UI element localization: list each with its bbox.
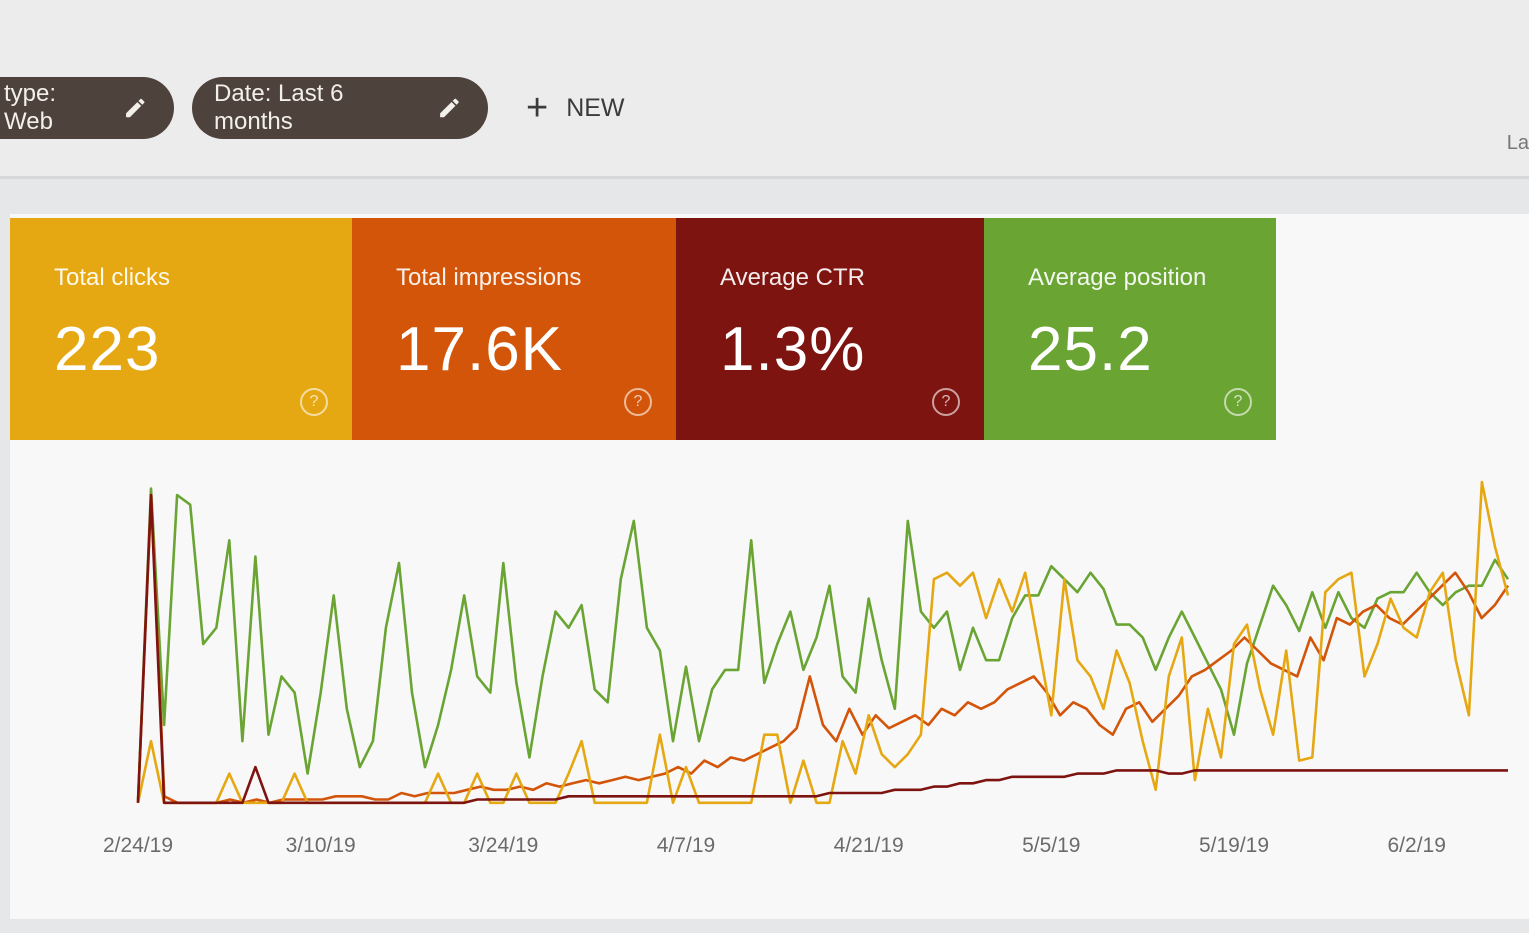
metric-card-average-ctr[interactable]: Average CTR 1.3% ?	[676, 218, 984, 440]
metric-label: Total impressions	[396, 264, 582, 291]
x-tick-label: 4/7/19	[657, 834, 715, 857]
new-filter-label: NEW	[566, 93, 625, 122]
edit-pencil-icon[interactable]	[123, 95, 148, 121]
filter-bar: type: Web Date: Last 6 months + NEW	[0, 72, 625, 144]
metric-card-average-position[interactable]: Average position 25.2 ?	[984, 218, 1276, 440]
series-line-total-impressions	[136, 493, 1510, 805]
filter-chip-label: type: Web	[4, 80, 57, 135]
filter-chip-date[interactable]: Date: Last 6 months	[192, 77, 488, 139]
edit-pencil-icon[interactable]	[437, 95, 462, 121]
x-tick-label: 5/5/19	[1022, 834, 1080, 857]
metric-label: Average CTR	[720, 264, 865, 291]
truncated-header-text: La	[1506, 132, 1529, 154]
x-tick-label: 5/19/19	[1199, 834, 1269, 857]
x-tick-label: 2/24/19	[103, 834, 173, 857]
metric-cards: Total clicks 223 ? Total impressions 17.…	[10, 218, 1276, 440]
series-line-total-clicks	[136, 480, 1510, 805]
help-icon[interactable]: ?	[300, 388, 328, 416]
new-filter-button[interactable]: + NEW	[526, 89, 625, 127]
help-icon[interactable]: ?	[932, 388, 960, 416]
metric-label: Average position	[1028, 264, 1207, 291]
metric-card-total-impressions[interactable]: Total impressions 17.6K ?	[352, 218, 676, 440]
metric-card-total-clicks[interactable]: Total clicks 223 ?	[10, 218, 352, 440]
series-line-average-ctr	[136, 493, 1508, 805]
x-tick-label: 3/10/19	[286, 834, 356, 857]
filter-bar-divider	[0, 176, 1529, 179]
series-line-average-position	[136, 487, 1510, 800]
x-tick-label: 3/24/19	[468, 834, 538, 857]
metric-value: 17.6K	[396, 315, 564, 384]
metric-label: Total clicks	[54, 264, 171, 291]
help-icon[interactable]: ?	[624, 388, 652, 416]
help-icon[interactable]: ?	[1224, 388, 1252, 416]
x-tick-label: 6/2/19	[1388, 834, 1446, 857]
metric-value: 223	[54, 315, 161, 384]
metric-value: 1.3%	[720, 315, 866, 384]
metric-value: 25.2	[1028, 315, 1153, 384]
filter-chip-search-type[interactable]: type: Web	[0, 77, 174, 139]
x-tick-label: 4/21/19	[834, 834, 904, 857]
plus-icon: +	[526, 87, 549, 129]
filter-chip-label: Date: Last 6 months	[214, 80, 344, 135]
